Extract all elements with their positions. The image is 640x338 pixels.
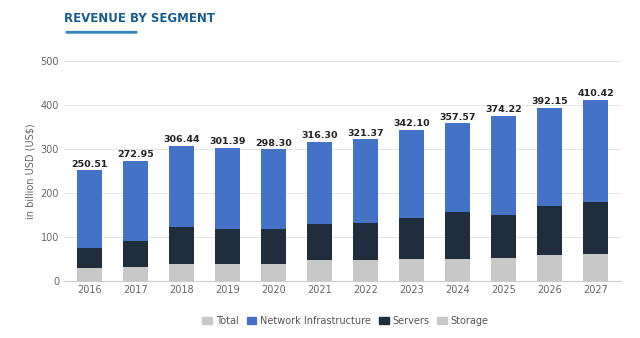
Text: 306.44: 306.44 [163, 135, 200, 144]
Bar [260, 149, 286, 229]
Bar [307, 260, 332, 281]
Bar [445, 259, 470, 281]
Bar [169, 227, 194, 264]
Bar [123, 267, 148, 281]
Bar [353, 260, 378, 281]
Bar [583, 254, 608, 281]
Bar [123, 241, 148, 267]
Text: 374.22: 374.22 [485, 105, 522, 114]
Text: 357.57: 357.57 [439, 113, 476, 122]
Bar [583, 202, 608, 254]
Bar [399, 260, 424, 281]
Bar [77, 268, 102, 281]
Y-axis label: in billion USD (US$): in billion USD (US$) [25, 123, 35, 218]
Text: 301.39: 301.39 [209, 137, 246, 146]
Bar [491, 258, 516, 281]
Bar [169, 264, 194, 281]
Bar [491, 116, 516, 215]
Bar [260, 229, 286, 264]
Text: REVENUE BY SEGMENT: REVENUE BY SEGMENT [64, 12, 215, 25]
Bar [123, 161, 148, 241]
Bar [491, 215, 516, 258]
Bar [399, 130, 424, 218]
Text: 321.37: 321.37 [347, 128, 384, 138]
Text: 298.30: 298.30 [255, 139, 292, 148]
Bar [214, 148, 240, 229]
Bar [399, 218, 424, 260]
Bar [307, 142, 332, 224]
Bar [77, 170, 102, 247]
Text: 250.51: 250.51 [71, 160, 108, 169]
Bar [77, 247, 102, 268]
Bar [307, 224, 332, 260]
Bar [445, 213, 470, 259]
Bar [214, 229, 240, 264]
Text: 410.42: 410.42 [577, 90, 614, 98]
Text: 392.15: 392.15 [531, 97, 568, 106]
Bar [169, 146, 194, 227]
Bar [214, 264, 240, 281]
Bar [537, 206, 562, 256]
Bar [353, 223, 378, 260]
Text: 272.95: 272.95 [117, 150, 154, 159]
Legend: Total, Network Infrastructure, Servers, Storage: Total, Network Infrastructure, Servers, … [198, 312, 493, 330]
Bar [353, 139, 378, 223]
Text: 316.30: 316.30 [301, 131, 338, 140]
Bar [445, 123, 470, 213]
Bar [260, 264, 286, 281]
Bar [537, 256, 562, 281]
Text: 342.10: 342.10 [393, 119, 429, 128]
Bar [537, 108, 562, 206]
Bar [583, 100, 608, 202]
